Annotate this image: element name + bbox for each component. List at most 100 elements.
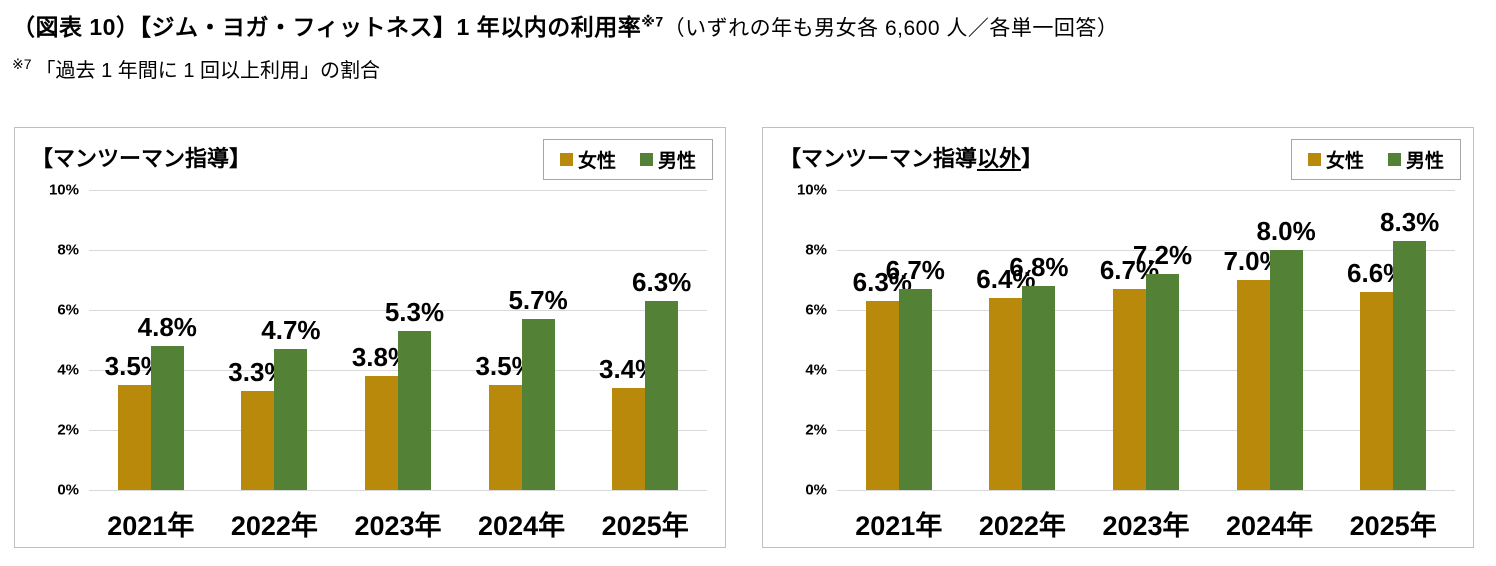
bar-slot-male: 8.3% <box>1380 190 1439 490</box>
legend-label-female: 女性 <box>577 151 616 172</box>
y-axis-tick-label: 4% <box>805 361 827 379</box>
bar-slot-male: 6.8% <box>1009 190 1069 490</box>
bar-group-2023年: 6.7% 7.2% 2023年 <box>1084 190 1208 541</box>
bar-female-2021年 <box>865 301 899 490</box>
bar-female-2022年 <box>241 391 275 490</box>
bar-value-label-male-2021年: 4.8% <box>137 312 197 342</box>
bar-pair: 6.6% 8.3% <box>1347 190 1439 490</box>
legend-label-male: 男性 <box>657 151 696 172</box>
bar-value-label-male-2022年: 4.7% <box>261 315 321 345</box>
gridline <box>837 490 1455 491</box>
bar-female-2024年 <box>1236 280 1270 490</box>
bar-pair: 3.5% 4.8% <box>105 190 197 490</box>
bar-male-2022年 <box>1022 286 1056 490</box>
bar-slot-female: 6.7% <box>1100 190 1159 490</box>
y-axis-tick-label: 10% <box>796 181 827 199</box>
x-axis-label-2022年: 2022年 <box>978 511 1066 541</box>
x-axis-label-2023年: 2023年 <box>354 511 442 541</box>
x-axis-label-2021年: 2021年 <box>855 511 943 541</box>
bar-female-2022年 <box>989 298 1023 490</box>
figure-title-footnote-marker: ※7 <box>641 13 664 30</box>
bar-group-2021年: 6.3% 6.7% 2021年 <box>837 190 961 541</box>
bar-slot-male: 8.0% <box>1256 190 1316 490</box>
bar-value-label-male-2021年: 6.7% <box>885 255 945 285</box>
bar-pair: 3.8% 5.3% <box>352 190 444 490</box>
bar-group-2025年: 6.6% 8.3% 2025年 <box>1331 190 1455 541</box>
bar-group-2022年: 6.4% 6.8% 2022年 <box>961 190 1085 541</box>
legend-item-male: 男性 <box>639 146 696 173</box>
bar-male-2024年 <box>521 319 555 490</box>
x-axis-label-2023年: 2023年 <box>1102 511 1190 541</box>
bar-group-2023年: 3.8% 5.3% 2023年 <box>336 190 460 541</box>
y-axis-tick-label: 4% <box>57 361 79 379</box>
y-axis-tick-label: 2% <box>57 421 79 439</box>
gridline <box>837 250 1455 251</box>
bar-slot-male: 4.8% <box>138 190 197 490</box>
bar-male-2023年 <box>1145 274 1179 490</box>
figure-title-paren: （いずれの年も男女各 6,600 人／各単一回答） <box>663 17 1119 40</box>
gridline <box>89 310 707 311</box>
bar-female-2023年 <box>364 376 398 490</box>
bar-pair: 3.3% 4.7% <box>228 190 321 490</box>
y-axis-tick-label: 6% <box>57 301 79 319</box>
bar-group-2021年: 3.5% 4.8% 2021年 <box>89 190 213 541</box>
x-axis-label-2024年: 2024年 <box>1226 511 1314 541</box>
figure-title-main: （図表 10）【ジム・ヨガ・フィットネス】1 年以内の利用率 <box>12 14 642 40</box>
bar-male-2022年 <box>274 349 308 490</box>
legend-swatch-male <box>1387 153 1401 166</box>
figure-title: （図表 10）【ジム・ヨガ・フィットネス】1 年以内の利用率※7（いずれの年も男… <box>12 8 1492 42</box>
bar-pair: 6.7% 7.2% <box>1100 190 1192 490</box>
bar-male-2025年 <box>1393 241 1427 490</box>
bar-slot-male: 6.3% <box>632 190 691 490</box>
gridline <box>89 250 707 251</box>
x-axis-label-2024年: 2024年 <box>478 511 566 541</box>
bar-groups: 3.5% 4.8% 2021年 3.3% 4.7% 2022年 3.8% 5.3% 2023年 3… <box>89 190 707 541</box>
bar-female-2023年 <box>1112 289 1146 490</box>
legend-item-male: 男性 <box>1387 146 1444 173</box>
y-axis-tick-label: 8% <box>57 241 79 259</box>
chart-title-underline: 以外 <box>977 146 1022 171</box>
bar-value-label-male-2022年: 6.8% <box>1009 252 1069 282</box>
x-axis-label-2022年: 2022年 <box>230 511 318 541</box>
bar-pair: 3.4% 6.3% <box>599 190 691 490</box>
legend-item-female: 女性 <box>559 146 616 173</box>
bar-group-2024年: 7.0% 8.0% 2024年 <box>1208 190 1332 541</box>
legend-swatch-male <box>639 153 653 166</box>
plot-area: 0% 2% 4% 6% 8% 10% 3.5% 4.8% 2021年 3.3% 4.7% 2022年 3… <box>49 182 707 541</box>
bar-pair: 3.5% 5.7% <box>475 190 568 490</box>
bar-slot-male: 6.7% <box>886 190 945 490</box>
bar-value-label-male-2023年: 5.3% <box>384 297 445 327</box>
bar-male-2023年 <box>397 331 431 490</box>
bar-value-label-male-2024年: 8.0% <box>1256 216 1316 246</box>
bar-male-2024年 <box>1269 250 1303 490</box>
x-axis-label-2025年: 2025年 <box>1349 511 1437 541</box>
legend-swatch-female <box>1307 153 1321 166</box>
y-axis-tick-label: 0% <box>805 481 827 499</box>
bar-value-label-male-2024年: 5.7% <box>508 285 568 315</box>
bar-slot-male: 7.2% <box>1133 190 1192 490</box>
bar-slot-female: 6.4% <box>976 190 1036 490</box>
bar-female-2025年 <box>612 388 646 490</box>
bar-group-2025年: 3.4% 6.3% 2025年 <box>583 190 707 541</box>
bar-slot-female: 6.3% <box>853 190 912 490</box>
y-axis-tick-label: 2% <box>805 421 827 439</box>
bar-value-label-male-2023年: 7.2% <box>1132 240 1193 270</box>
legend: 女性 男性 <box>542 139 713 180</box>
chart-title: 【マンツーマン指導以外】 <box>779 146 1044 171</box>
chart-panel-non-man-to-man: 【マンツーマン指導以外】 女性 男性 0% 2% 4% 6% 8% 10% 6.3% 6.7% 2… <box>762 127 1474 548</box>
bar-slot-male: 5.7% <box>508 190 568 490</box>
bar-groups: 6.3% 6.7% 2021年 6.4% 6.8% 2022年 6.7% 7.2% 2023年 7… <box>837 190 1455 541</box>
bar-female-2021年 <box>117 385 151 490</box>
bar-male-2021年 <box>150 346 184 490</box>
bar-slot-female: 6.6% <box>1347 190 1406 490</box>
bar-slot-male: 4.7% <box>261 190 321 490</box>
bar-pair: 6.3% 6.7% <box>853 190 945 490</box>
bar-value-label-male-2025年: 6.3% <box>632 267 692 297</box>
x-axis-label-2021年: 2021年 <box>107 511 195 541</box>
bar-pair: 6.4% 6.8% <box>976 190 1069 490</box>
y-axis-tick-label: 6% <box>805 301 827 319</box>
chart-panel-man-to-man: 【マンツーマン指導】 女性 男性 0% 2% 4% 6% 8% 10% 3.5% 4.8% 202… <box>14 127 726 548</box>
bar-value-label-male-2025年: 8.3% <box>1380 207 1440 237</box>
legend-label-male: 男性 <box>1405 151 1444 172</box>
bar-female-2024年 <box>488 385 522 490</box>
